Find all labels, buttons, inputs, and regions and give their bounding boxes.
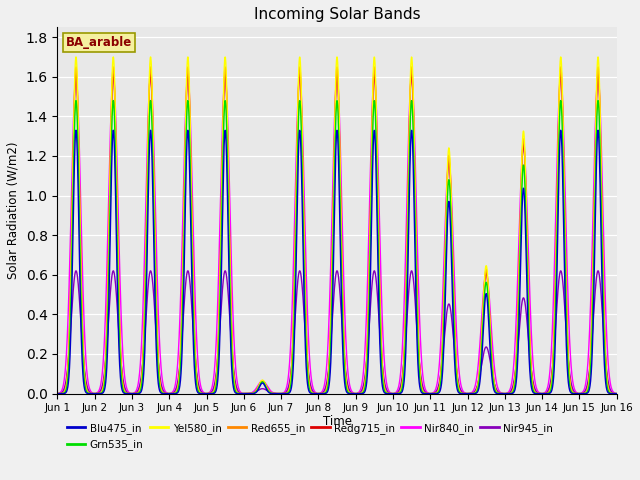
Legend: Blu475_in, Grn535_in, Yel580_in, Red655_in, Redg715_in, Nir840_in, Nir945_in: Blu475_in, Grn535_in, Yel580_in, Red655_… (63, 419, 557, 455)
Y-axis label: Solar Radiation (W/m2): Solar Radiation (W/m2) (7, 142, 20, 279)
Title: Incoming Solar Bands: Incoming Solar Bands (253, 7, 420, 22)
Text: BA_arable: BA_arable (66, 36, 132, 49)
X-axis label: Time: Time (323, 415, 351, 428)
